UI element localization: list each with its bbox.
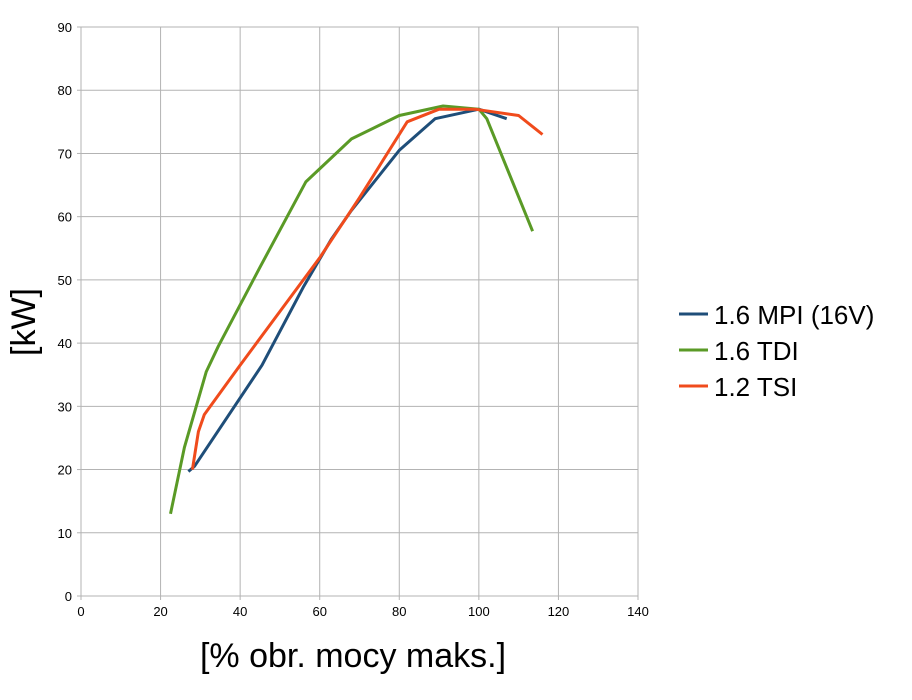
x-tick-label: 40 <box>233 604 247 619</box>
legend-label: 1.6 TDI <box>714 336 799 366</box>
legend-label: 1.6 MPI (16V) <box>714 300 874 330</box>
series-lines <box>169 104 544 515</box>
y-tick-label: 80 <box>58 83 72 98</box>
x-tick-label: 120 <box>548 604 570 619</box>
x-axis-title: [% obr. mocy maks.] <box>200 637 506 675</box>
x-tick-label: 100 <box>468 604 490 619</box>
x-tick-label: 80 <box>392 604 406 619</box>
plot-area <box>80 26 639 597</box>
y-axis-title: [kW] <box>5 288 43 356</box>
y-tick-label: 70 <box>58 146 72 161</box>
y-tick-label: 60 <box>58 210 72 225</box>
x-tick-label: 0 <box>77 604 84 619</box>
legend-label: 1.2 TSI <box>714 372 797 402</box>
x-tick-label: 20 <box>153 604 167 619</box>
y-tick-label: 10 <box>58 526 72 541</box>
y-tick-label: 90 <box>58 20 72 35</box>
tick-labels: 0 20 40 60 80 100 120 140 0 10 20 30 40 50 60 70 80 90 <box>58 20 649 619</box>
y-tick-label: 30 <box>58 399 72 414</box>
x-tick-label: 60 <box>312 604 326 619</box>
legend: 1.6 MPI (16V) 1.6 TDI 1.2 TSI <box>679 300 874 402</box>
series-line-1-2-tsi <box>190 107 544 470</box>
x-tick-label: 140 <box>627 604 649 619</box>
y-tick-label: 0 <box>65 589 72 604</box>
y-tick-label: 50 <box>58 273 72 288</box>
y-tick-label: 20 <box>58 463 72 478</box>
y-tick-label: 40 <box>58 336 72 351</box>
grid-lines <box>77 26 639 600</box>
